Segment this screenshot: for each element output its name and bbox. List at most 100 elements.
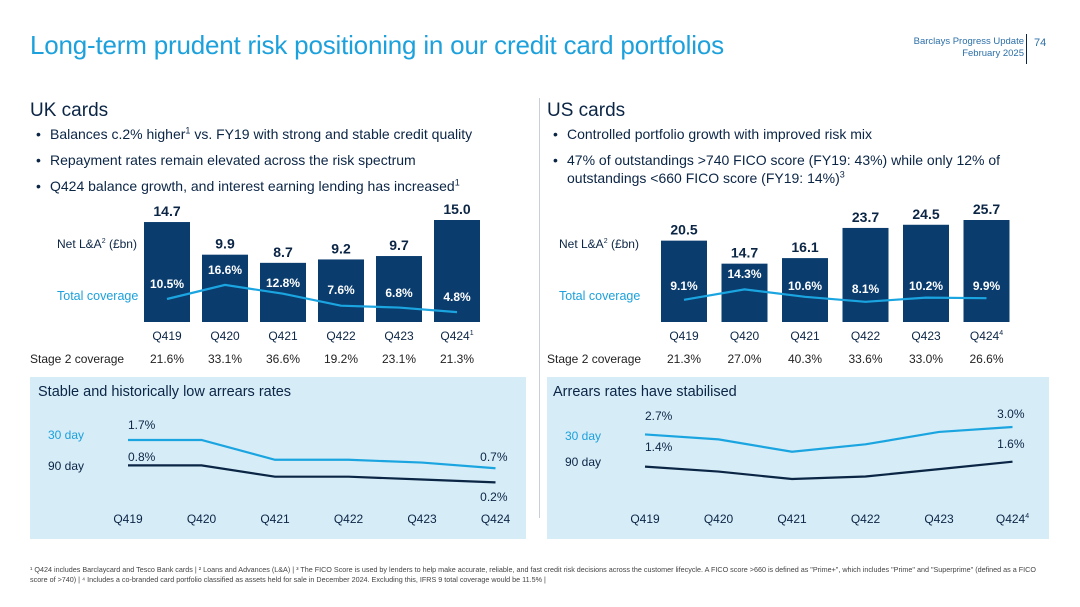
bar-value-label: 14.7 [153,203,180,219]
bar-q421 [782,258,828,322]
series-legend: 90 day [565,455,601,469]
stage2-value: 36.6% [266,352,300,366]
x-tick-label: Q421 [268,329,298,343]
uk-bullet-2: Repayment rates remain elevated across t… [30,151,530,169]
x-tick-label: Q419 [113,512,143,526]
stage2-value: 27.0% [727,352,761,366]
stage2-value: 33.0% [909,352,943,366]
us-arrears-title: Arrears rates have stabilised [553,384,737,400]
x-tick-label: Q421 [777,512,807,526]
us-arrears-chart: 30 day 2.7% 3.0% 90 day 1.4% 1.6% Q419 Q420 Q421… [565,407,1029,526]
series-legend: 90 day [48,459,84,473]
coverage-value-label: 10.2% [909,279,943,293]
coverage-value-label: 7.6% [327,283,355,297]
series-legend: 30 day [48,428,84,442]
x-tick-label: Q422 [851,512,881,526]
x-tick-label: Q421 [790,329,820,343]
series-end-label: 3.0% [997,407,1025,421]
bar-value-label: 9.7 [389,237,409,253]
bar-q422 [318,259,364,322]
stage2-value: 19.2% [324,352,358,366]
stage2-value: 23.1% [382,352,416,366]
bar-q424 [434,220,480,322]
uk-arrears-panel: Stable and historically low arrears rate… [30,377,526,539]
coverage-value-label: 12.8% [266,276,300,290]
bar-value-label: 9.2 [331,240,351,256]
coverage-legend: Total coverage [57,289,138,303]
x-tick-label: Q420 [210,329,240,343]
x-tick-label: Q419 [669,329,699,343]
x-tick-label: Q420 [730,329,760,343]
us-bullets: Controlled portfolio growth with improve… [547,125,1047,195]
stage2-label: Stage 2 coverage [547,352,641,366]
series-legend: 30 day [565,429,601,443]
uk-bullet-3: Q424 balance growth, and interest earnin… [30,177,530,195]
us-heading: US cards [547,100,626,121]
uk-balance-chart: 14.7 Q419 21.6% 9.9 Q420 33.1% 8.7 Q421 36.6% 9.2… [30,201,480,366]
x-tick-label: Q419 [152,329,182,343]
x-tick-label: Q421 [260,512,290,526]
bar-q421 [260,262,306,322]
x-tick-label: Q422 [326,329,356,343]
stage2-value: 21.3% [667,352,701,366]
bar-value-label: 14.7 [731,245,758,261]
coverage-value-label: 6.8% [385,286,413,300]
bar-value-label: 25.7 [973,201,1000,217]
bar-q422 [842,227,889,322]
uk-arrears-title: Stable and historically low arrears rate… [38,384,292,400]
us-bullet-2: 47% of outstandings >740 FICO score (FY1… [547,151,1047,187]
x-tick-label: Q4241 [440,329,473,343]
series-start-label: 1.7% [128,418,156,432]
coverage-value-label: 10.6% [788,279,822,293]
footnotes: ¹ Q424 includes Barclaycard and Tesco Ba… [30,565,1036,584]
coverage-value-label: 14.3% [727,267,761,281]
us-bullet-1: Controlled portfolio growth with improve… [547,125,1047,143]
uk-bullets: Balances c.2% higher1 vs. FY19 with stro… [30,125,530,203]
uk-bullet-1: Balances c.2% higher1 vs. FY19 with stro… [30,125,530,143]
stage2-value: 33.6% [848,352,882,366]
series-start-label: 2.7% [645,409,673,423]
x-tick-label: Q422 [334,512,364,526]
coverage-line [683,288,987,303]
x-tick-label: Q424 [481,512,511,526]
header-separator [1026,34,1027,64]
x-tick-label: Q419 [630,512,660,526]
stage2-label: Stage 2 coverage [30,352,124,366]
coverage-legend: Total coverage [559,289,640,303]
bar-value-label: 16.1 [791,239,818,255]
series-end-label: 0.2% [480,490,508,504]
x-tick-label: Q4244 [996,512,1029,526]
bar-value-label: 8.7 [273,244,293,260]
document-info: Barclays Progress Update February 2025 [914,36,1024,60]
bar-q419 [661,240,707,322]
bar-value-label: 23.7 [852,209,879,225]
line-90-day [644,460,1013,481]
page-number: 74 [1034,37,1047,49]
line-90-day [128,464,496,484]
stage2-value: 21.6% [150,352,184,366]
coverage-value-label: 10.5% [150,277,184,291]
bar-q419 [144,222,190,322]
us-arrears-panel: Arrears rates have stabilised 30 day 2.7%… [547,377,1049,539]
series-start-label: 1.4% [645,440,673,454]
bar-q423 [903,224,949,322]
y-axis-label: Net L&A2 (£bn) [559,237,639,251]
stage2-value: 40.3% [788,352,822,366]
bar-q423 [376,256,422,322]
coverage-value-label: 8.1% [852,282,880,296]
bar-value-label: 24.5 [912,206,939,222]
stage2-value: 26.6% [969,352,1003,366]
stage2-value: 21.3% [440,352,474,366]
x-tick-label: Q420 [704,512,734,526]
document-date: February 2025 [962,48,1024,59]
page-title: Long-term prudent risk positioning in ou… [30,30,724,60]
stage2-value: 33.1% [208,352,242,366]
series-end-label: 0.7% [480,450,508,464]
x-tick-label: Q423 [911,329,941,343]
coverage-value-label: 4.8% [443,290,471,304]
bar-q424 [963,220,1010,322]
bar-value-label: 15.0 [443,201,470,217]
coverage-value-label: 9.1% [670,279,698,293]
x-tick-label: Q420 [187,512,217,526]
x-tick-label: Q423 [924,512,954,526]
